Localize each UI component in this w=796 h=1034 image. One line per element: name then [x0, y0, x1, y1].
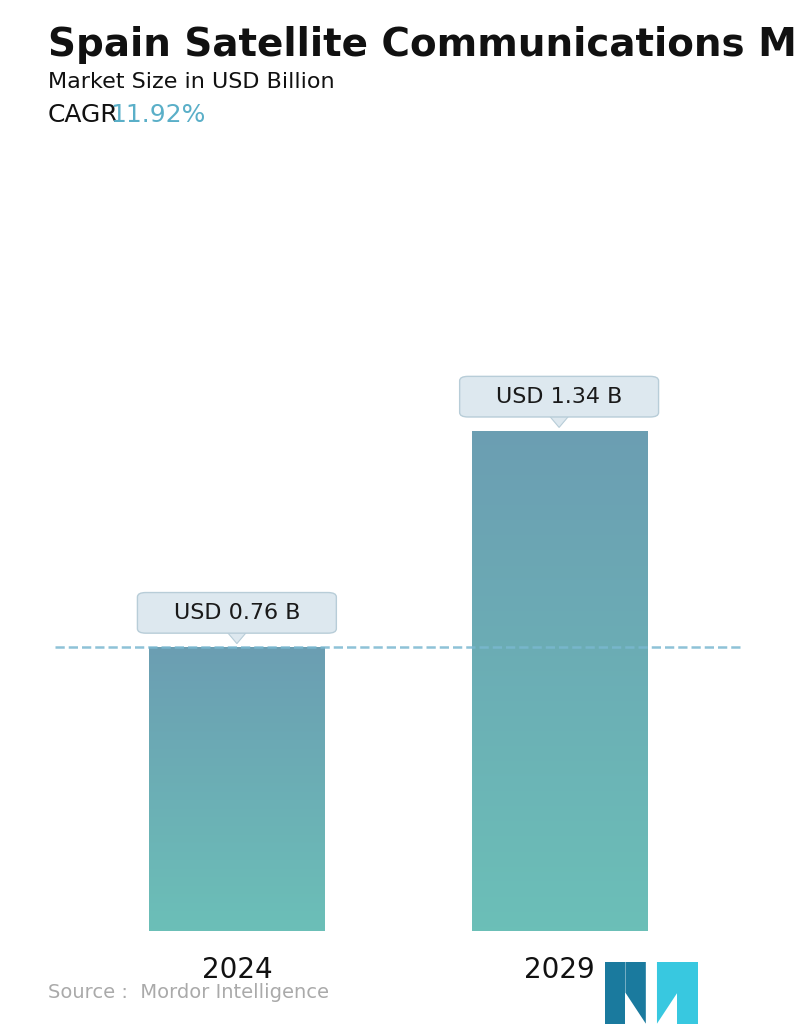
Bar [605, 962, 626, 1024]
Text: CAGR: CAGR [48, 103, 119, 127]
Polygon shape [626, 962, 646, 1024]
Text: USD 1.34 B: USD 1.34 B [496, 387, 622, 406]
Polygon shape [547, 413, 572, 427]
Bar [677, 962, 698, 1024]
FancyBboxPatch shape [138, 592, 337, 633]
Text: Market Size in USD Billion: Market Size in USD Billion [48, 72, 334, 92]
Polygon shape [224, 629, 249, 643]
Text: 11.92%: 11.92% [110, 103, 205, 127]
Polygon shape [657, 962, 677, 1024]
Text: Spain Satellite Communications Market: Spain Satellite Communications Market [48, 26, 796, 64]
Text: USD 0.76 B: USD 0.76 B [174, 603, 300, 622]
FancyBboxPatch shape [459, 376, 658, 417]
Text: Source :  Mordor Intelligence: Source : Mordor Intelligence [48, 983, 329, 1002]
